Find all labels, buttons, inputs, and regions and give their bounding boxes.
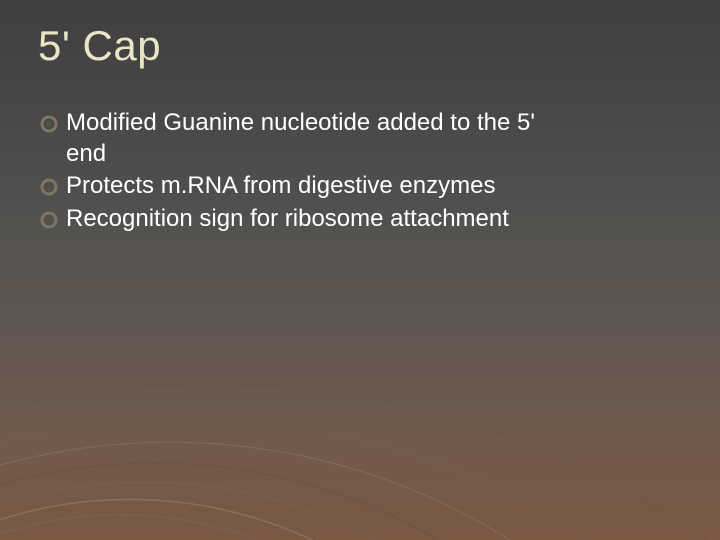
list-item: Recognition sign for ribosome attachment	[40, 204, 580, 235]
bullet-icon	[40, 211, 58, 229]
slide-body: Modified Guanine nucleotide added to the…	[40, 108, 580, 237]
bullet-text: Protects m.RNA from digestive enzymes	[66, 171, 580, 202]
slide-title: 5' Cap	[38, 22, 161, 70]
arc-3	[0, 482, 410, 540]
arc-4	[0, 463, 470, 540]
arc-1	[0, 515, 300, 540]
bullet-text: Modified Guanine nucleotide added to the…	[66, 108, 580, 169]
list-item: Protects m.RNA from digestive enzymes	[40, 171, 580, 202]
arc-7	[0, 384, 720, 540]
arc-6	[0, 419, 620, 540]
bullet-icon	[40, 178, 58, 196]
arc-2	[0, 499, 350, 540]
bullet-icon	[40, 115, 58, 133]
arc-5	[0, 442, 540, 540]
bullet-text: Recognition sign for ribosome attachment	[66, 204, 580, 235]
list-item: Modified Guanine nucleotide added to the…	[40, 108, 580, 169]
slide: 5' Cap Modified Guanine nucleotide added…	[0, 0, 720, 540]
decorative-arcs	[0, 0, 720, 540]
